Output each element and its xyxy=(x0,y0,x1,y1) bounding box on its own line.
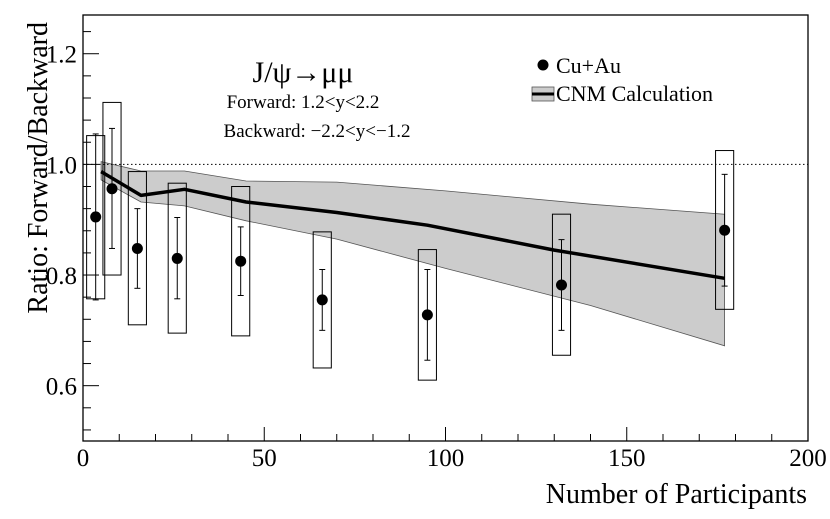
marker-layer xyxy=(90,183,731,321)
y-tick-label-0: 0.6 xyxy=(46,374,77,401)
annotation-forward: Forward: 1.2<y<2.2 xyxy=(227,92,380,113)
data-point-6 xyxy=(421,309,433,321)
cnm-calculation-line xyxy=(100,170,725,281)
data-point-8 xyxy=(719,224,731,236)
systematic-box-1 xyxy=(102,101,122,276)
systematic-box-4 xyxy=(231,186,251,337)
x-tick-label-4: 200 xyxy=(789,445,827,472)
data-point-7 xyxy=(556,279,567,291)
data-point-4 xyxy=(235,255,247,267)
cnm-uncertainty-band xyxy=(100,161,725,347)
legend-label-cuau: Cu+Au xyxy=(556,53,621,78)
x-tick-label-3: 150 xyxy=(608,445,646,472)
x-axis-label: Number of Participants xyxy=(546,479,807,510)
systematic-box-2 xyxy=(127,171,147,326)
x-tick-label-0: 0 xyxy=(77,445,90,472)
y-tick-label-2: 1.0 xyxy=(46,152,77,179)
cnm-band-layer xyxy=(100,161,725,347)
systematic-box-layer xyxy=(86,101,735,381)
y-axis-label: Ratio: Forward/Backward xyxy=(23,22,54,314)
y-tick-label-3: 1.2 xyxy=(46,42,77,69)
annotation-backward: Backward: −2.2<y<−1.2 xyxy=(224,121,411,142)
cnm-line-layer xyxy=(100,170,725,281)
tick-layer: 0 50 100 150 200 0.6 0.8 1.0 1.2 xyxy=(46,31,827,472)
systematic-box-8 xyxy=(715,150,735,310)
y-tick-label-1: 0.8 xyxy=(46,263,77,290)
legend-label-cnm: CNM Calculation xyxy=(556,81,713,106)
data-point-0 xyxy=(90,211,102,223)
legend: Cu+Au CNM Calculation xyxy=(531,53,713,106)
data-point-5 xyxy=(316,294,328,306)
chart-title: J/ψ→μμ xyxy=(253,56,354,89)
data-point-3 xyxy=(171,252,183,264)
systematic-box-7 xyxy=(551,213,572,356)
x-tick-label-1: 50 xyxy=(252,445,277,472)
systematic-box-6 xyxy=(417,249,437,381)
systematic-box-3 xyxy=(167,182,187,334)
data-point-2 xyxy=(131,242,143,254)
legend-marker-icon xyxy=(537,59,549,71)
x-tick-label-2: 100 xyxy=(427,445,465,472)
data-point-1 xyxy=(106,183,118,195)
systematic-box-5 xyxy=(312,231,332,369)
